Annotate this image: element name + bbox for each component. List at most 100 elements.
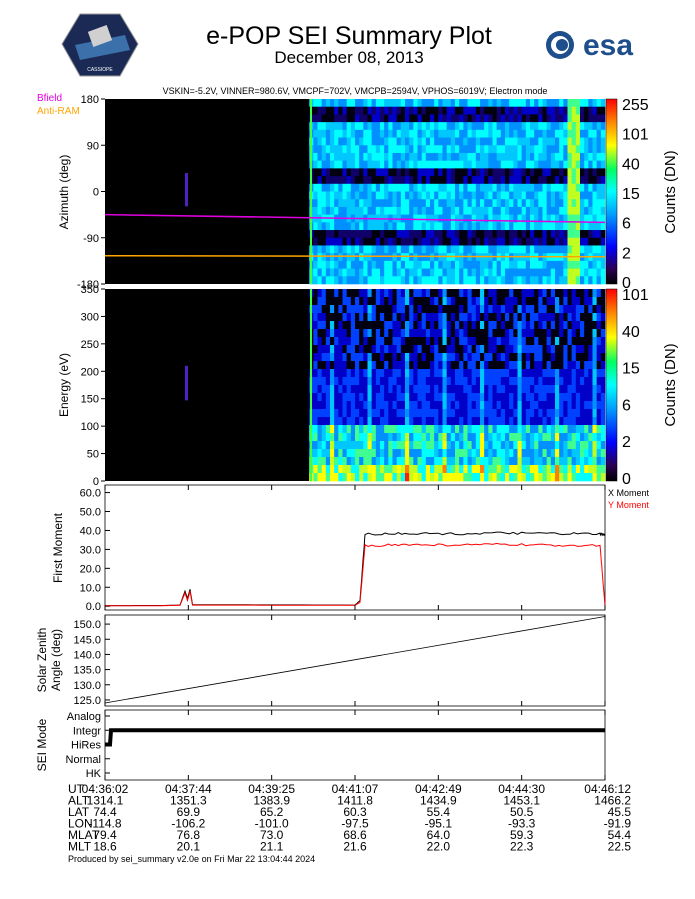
heatmap-cell xyxy=(442,329,447,338)
heatmap-cell xyxy=(446,353,452,362)
heatmap-cell xyxy=(475,152,481,161)
heatmap-cell xyxy=(496,297,502,306)
table-cell: -95.1 xyxy=(425,817,453,831)
heatmap-cell xyxy=(509,99,514,108)
heatmap-cell xyxy=(359,353,364,362)
heatmap-cell xyxy=(355,441,360,450)
heatmap-cell xyxy=(592,457,597,466)
heatmap-cell xyxy=(559,137,564,146)
heatmap-cell xyxy=(455,345,460,354)
heatmap-cell xyxy=(584,313,589,322)
heatmap-cell xyxy=(384,297,389,306)
heatmap-cell xyxy=(600,168,606,177)
heatmap-cell xyxy=(421,385,427,394)
heatmap-cell xyxy=(480,145,485,154)
heatmap-cell xyxy=(346,245,352,254)
heatmap-cell xyxy=(525,353,531,362)
heatmap-cell xyxy=(350,106,356,115)
heatmap-cell xyxy=(417,449,422,458)
heatmap-cell xyxy=(438,473,443,482)
heatmap-cell xyxy=(559,393,564,402)
heatmap-cell xyxy=(392,465,397,474)
heatmap-cell xyxy=(571,214,577,223)
heatmap-cell xyxy=(475,329,481,338)
heatmap-cell xyxy=(321,393,327,402)
heatmap-cell xyxy=(430,122,435,131)
heatmap-cell xyxy=(530,206,535,215)
heatmap-cell xyxy=(534,214,539,223)
heatmap-cell xyxy=(371,417,377,426)
heatmap-cell xyxy=(530,337,535,346)
heatmap-cell xyxy=(517,425,522,434)
heatmap-cell xyxy=(334,449,339,458)
heatmap-cell xyxy=(542,465,547,474)
heatmap-cell xyxy=(542,377,547,386)
heatmap-cell xyxy=(592,222,597,231)
heatmap-cell xyxy=(563,305,568,314)
heatmap-cell xyxy=(546,433,552,442)
heatmap-cell xyxy=(513,369,518,378)
heatmap-cell xyxy=(321,152,327,161)
heatmap-cell xyxy=(467,191,472,200)
heatmap-cell xyxy=(430,253,435,262)
heatmap-cell xyxy=(417,206,422,215)
heatmap-cell xyxy=(409,313,414,322)
heatmap-cell xyxy=(392,385,397,394)
heatmap-cell xyxy=(338,114,343,123)
heatmap-cell xyxy=(538,457,543,466)
heatmap-cell xyxy=(525,465,531,474)
heatmap-cell xyxy=(596,237,602,246)
heatmap-cell xyxy=(475,345,481,354)
heatmap-cell xyxy=(442,385,447,394)
heatmap-cell xyxy=(446,297,452,306)
heatmap-cell xyxy=(534,409,539,418)
heatmap-cell xyxy=(530,385,535,394)
heatmap-cell xyxy=(313,289,318,298)
heatmap-cell xyxy=(463,457,468,466)
heatmap-cell xyxy=(313,214,318,223)
heatmap-cell xyxy=(321,337,327,346)
heatmap-cell xyxy=(525,409,531,418)
heatmap-cell xyxy=(588,329,593,338)
heatmap-cell xyxy=(388,353,393,362)
heatmap-cell xyxy=(555,237,560,246)
heatmap-cell xyxy=(467,276,472,285)
heatmap-cell xyxy=(534,245,539,254)
heatmap-cell xyxy=(488,222,493,231)
heatmap-cell xyxy=(455,129,460,138)
heatmap-cell xyxy=(575,152,581,161)
heatmap-cell xyxy=(488,160,493,169)
heatmap-cell xyxy=(455,441,460,450)
heatmap-cell xyxy=(488,276,493,285)
table-cell: 22.5 xyxy=(608,840,632,854)
heatmap-cell xyxy=(338,260,343,269)
heatmap-cell xyxy=(421,433,427,442)
heatmap-cell xyxy=(317,176,322,185)
heatmap-cell xyxy=(555,168,560,177)
heatmap-cell xyxy=(571,385,577,394)
heatmap-cell xyxy=(317,129,322,138)
anti-ram-line xyxy=(104,254,606,258)
heatmap-cell xyxy=(313,191,318,200)
heatmap-cell xyxy=(480,268,485,277)
heatmap-cell xyxy=(363,260,368,269)
heatmap-cell xyxy=(380,377,385,386)
heatmap-cell xyxy=(488,137,493,146)
heatmap-cell xyxy=(480,191,485,200)
heatmap-cell xyxy=(434,268,439,277)
heatmap-cell xyxy=(430,168,435,177)
heatmap-cell xyxy=(321,417,327,426)
heatmap-cell xyxy=(338,377,343,386)
heatmap-cell xyxy=(530,433,535,442)
heatmap-cell xyxy=(596,417,602,426)
heatmap-cell xyxy=(463,321,468,330)
heatmap-cell xyxy=(575,276,581,285)
heatmap-cell xyxy=(538,114,543,123)
heatmap-cell xyxy=(530,473,535,482)
heatmap-cell xyxy=(517,260,522,269)
heatmap-cell xyxy=(542,305,547,314)
heatmap-cell xyxy=(488,417,493,426)
heatmap-cell xyxy=(371,353,377,362)
heatmap-cell xyxy=(596,305,602,314)
heatmap-cell xyxy=(592,214,597,223)
